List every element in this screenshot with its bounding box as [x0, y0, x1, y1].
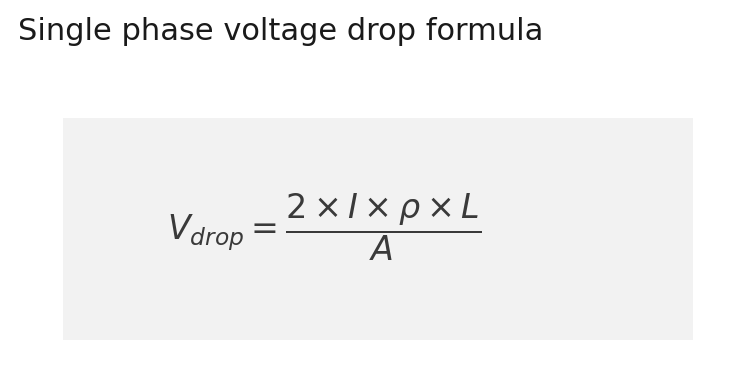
Text: $V_{drop} = \dfrac{2 \times I \times \rho \times L}{A}$: $V_{drop} = \dfrac{2 \times I \times \rh… — [167, 192, 481, 263]
Text: Single phase voltage drop formula: Single phase voltage drop formula — [18, 17, 544, 46]
FancyBboxPatch shape — [63, 118, 693, 340]
